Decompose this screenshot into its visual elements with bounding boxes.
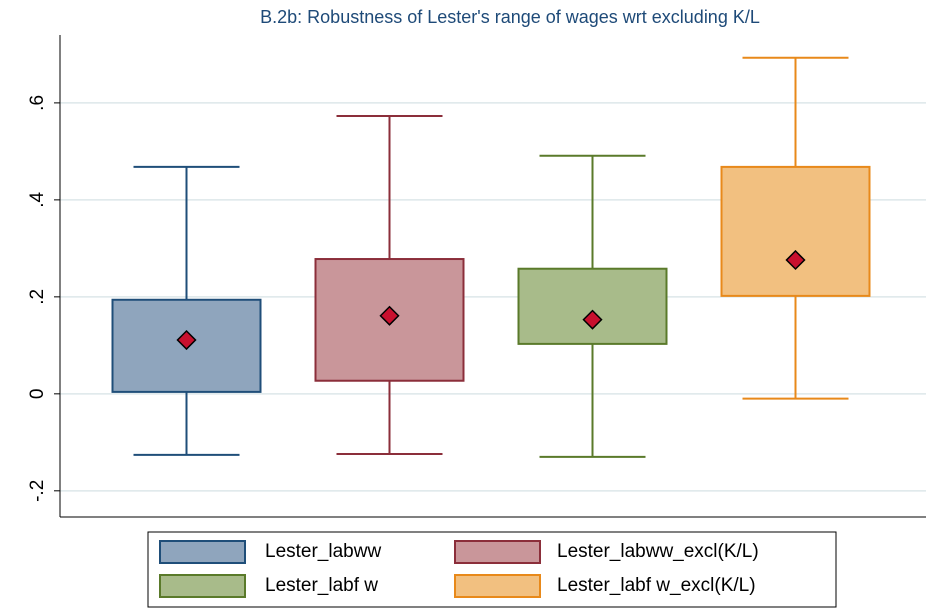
- y-tick-label: .6: [27, 95, 48, 111]
- mean-marker: [379, 305, 400, 326]
- legend-label: Lester_labww: [265, 541, 381, 562]
- y-tick-label: 0: [27, 389, 48, 400]
- y-tick-label: .4: [27, 192, 48, 208]
- legend-swatch: [159, 540, 246, 564]
- box: [314, 258, 465, 382]
- box: [517, 267, 668, 345]
- chart-title: B.2b: Robustness of Lester's range of wa…: [260, 7, 760, 27]
- legend-swatch: [454, 574, 541, 598]
- mean-marker: [785, 249, 806, 271]
- legend-swatch: [454, 540, 541, 564]
- mean-marker: [582, 309, 603, 330]
- y-tick-label: .2: [27, 289, 48, 305]
- legend-label: Lester_labf w_excl(K/L): [557, 575, 756, 596]
- legend-label: Lester_labf w: [265, 575, 378, 596]
- box: [720, 165, 871, 297]
- y-tick-label: -.2: [27, 480, 48, 502]
- legend-swatch: [159, 574, 246, 598]
- legend-label: Lester_labww_excl(K/L): [557, 541, 759, 562]
- mean-marker: [176, 329, 197, 351]
